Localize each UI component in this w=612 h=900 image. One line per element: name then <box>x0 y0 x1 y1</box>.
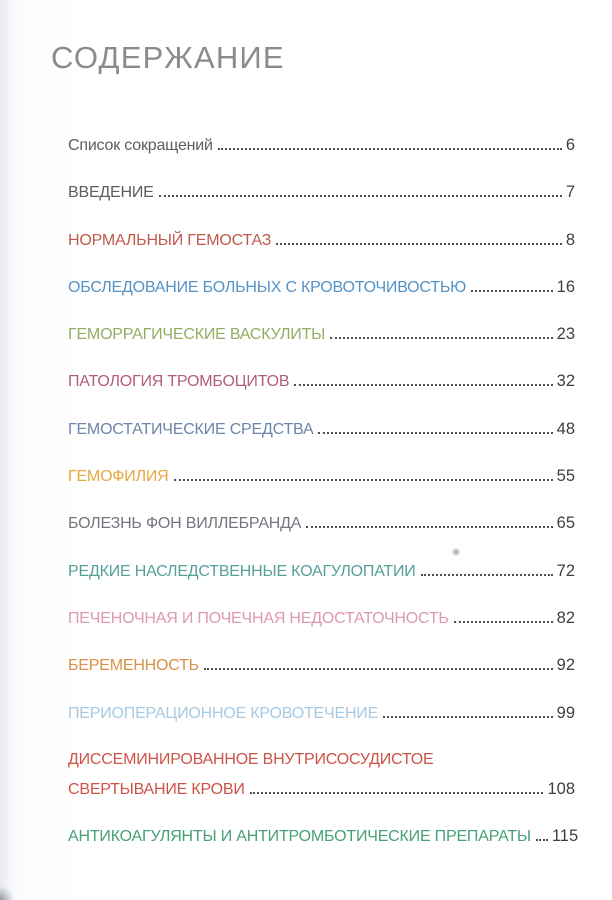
toc-page-number: 48 <box>556 419 575 438</box>
toc-entry: АНТИКОАГУЛЯНТЫ И АНТИТРОМБОТИЧЕСКИЕ ПРЕП… <box>68 826 579 846</box>
toc-page-number: 108 <box>547 779 575 798</box>
toc-entry-label: РЕДКИЕ НАСЛЕДСТВЕННЫЕ КОАГУЛОПАТИИ <box>68 562 416 580</box>
toc-entry: ГЕМОРРАГИЧЕСКИЕ ВАСКУЛИТЫ 23 <box>68 325 575 344</box>
leader-dots <box>535 838 548 841</box>
leader-dots <box>217 148 562 150</box>
toc-entry-label: ПАТОЛОГИЯ ТРОМБОЦИТОВ <box>68 373 290 391</box>
toc-page-number: 32 <box>556 372 575 391</box>
toc-page-number: 6 <box>565 136 575 154</box>
toc-entry: ПАТОЛОГИЯ ТРОМБОЦИТОВ 32 <box>68 373 575 391</box>
leader-dots <box>471 289 553 292</box>
leader-dots <box>330 337 553 340</box>
toc-entry: ГЕМОФИЛИЯ 55 <box>68 467 575 486</box>
toc-page-number: 65 <box>556 514 575 533</box>
toc-page-number: 92 <box>556 656 575 675</box>
toc-entry-label-line2: СВЕРТЫВАНИЕ КРОВИ <box>68 780 245 798</box>
toc-entry-label: Список сокращений <box>68 137 213 154</box>
toc-entry-label-line1: ДИССЕМИНИРОВАННОЕ ВНУТРИСОСУДИСТОЕ <box>68 750 434 768</box>
toc-entry: БОЛЕЗНЬ ФОН ВИЛЛЕБРАНДА 65 <box>68 515 575 533</box>
toc-entry: РЕДКИЕ НАСЛЕДСТВЕННЫЕ КОАГУЛОПАТИИ 72 <box>68 561 575 581</box>
leader-dots <box>306 526 553 529</box>
toc-entry-label: ОБСЛЕДОВАНИЕ БОЛЬНЫХ С КРОВОТОЧИВОСТЬЮ <box>68 278 467 296</box>
leader-dots <box>173 479 553 482</box>
toc-entry-label: ГЕМОФИЛИЯ <box>68 468 169 486</box>
page-title: СОДЕРЖАНИЕ <box>51 40 285 75</box>
toc-page-number: 99 <box>556 703 575 722</box>
toc-entry-label: ГЕМОСТАТИЧЕСКИЕ СРЕДСТВА <box>68 420 314 438</box>
toc-entry-two-line: ДИССЕМИНИРОВАННОЕ ВНУТРИСОСУДИСТОЕ СВЕРТ… <box>68 750 575 799</box>
toc-entry-label: БОЛЕЗНЬ ФОН ВИЛЛЕБРАНДА <box>68 515 302 533</box>
leader-dots <box>420 573 553 576</box>
toc-page-number: 82 <box>556 608 575 627</box>
toc-page-number: 115 <box>551 826 579 845</box>
toc-entry: ОБСЛЕДОВАНИЕ БОЛЬНЫХ С КРОВОТОЧИВОСТЬЮ 1… <box>68 277 575 297</box>
toc-page-number: 55 <box>556 467 575 486</box>
leader-dots <box>318 431 553 434</box>
toc-entry: БЕРЕМЕННОСТЬ 92 <box>68 656 575 675</box>
toc-entry: НОРМАЛЬНЫЙ ГЕМОСТАЗ 8 <box>68 230 575 250</box>
leader-dots <box>249 791 544 794</box>
leader-dots <box>276 242 562 245</box>
toc-page-number: 23 <box>556 325 575 344</box>
toc-entry-label: ПЕРИОПЕРАЦИОННОЕ КРОВОТЕЧЕНИЕ <box>68 704 379 722</box>
leader-dots <box>203 668 553 671</box>
toc-entry: ПЕРИОПЕРАЦИОННОЕ КРОВОТЕЧЕНИЕ 99 <box>68 703 575 723</box>
leader-dots <box>453 620 553 623</box>
toc-page-number: 8 <box>565 230 575 249</box>
toc-entry-label: ПЕЧЕНОЧНАЯ И ПОЧЕЧНАЯ НЕДОСТАТОЧНОСТЬ <box>68 609 449 627</box>
toc-entry-label: АНТИКОАГУЛЯНТЫ И АНТИТРОМБОТИЧЕСКИЕ ПРЕП… <box>68 827 531 845</box>
leader-dots <box>383 715 553 718</box>
scan-speck-artifact <box>452 548 460 556</box>
leader-dots <box>158 195 562 198</box>
table-of-contents: Список сокращений 6 ВВЕДЕНИЕ 7 НОРМАЛЬНЫ… <box>68 136 579 846</box>
toc-entry: ГЕМОСТАТИЧЕСКИЕ СРЕДСТВА 48 <box>68 419 575 439</box>
toc-page-number: 72 <box>556 561 575 580</box>
toc-page-number: 7 <box>565 183 575 202</box>
toc-entry: Список сокращений 6 <box>68 136 575 155</box>
toc-entry: ВВЕДЕНИЕ 7 <box>68 183 575 202</box>
toc-entry-label: ГЕМОРРАГИЧЕСКИЕ ВАСКУЛИТЫ <box>68 326 326 344</box>
toc-entry: ПЕЧЕНОЧНАЯ И ПОЧЕЧНАЯ НЕДОСТАТОЧНОСТЬ 82 <box>68 608 575 628</box>
toc-entry-label: НОРМАЛЬНЫЙ ГЕМОСТАЗ <box>68 231 272 249</box>
toc-entry-label: ВВЕДЕНИЕ <box>68 184 154 202</box>
leader-dots <box>294 384 553 387</box>
toc-page-number: 16 <box>556 277 575 296</box>
toc-entry-label: БЕРЕМЕННОСТЬ <box>68 657 199 675</box>
